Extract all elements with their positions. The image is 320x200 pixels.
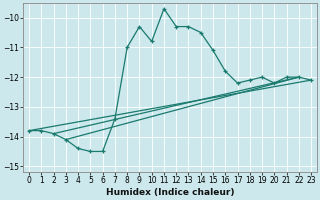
X-axis label: Humidex (Indice chaleur): Humidex (Indice chaleur) <box>106 188 234 197</box>
